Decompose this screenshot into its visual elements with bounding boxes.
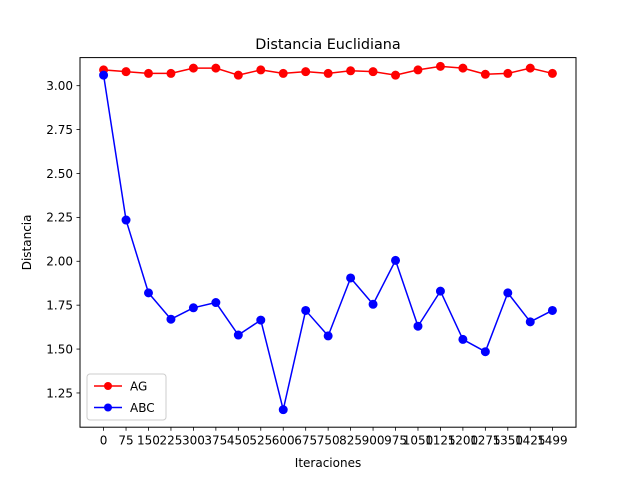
data-point-abc — [301, 305, 311, 315]
data-point-ag — [525, 63, 535, 73]
y-axis-label: Distancia — [20, 215, 34, 271]
y-tick-label: 2.75 — [46, 123, 73, 137]
data-point-abc — [121, 215, 131, 225]
x-tick-label: 300 — [182, 434, 205, 448]
x-tick-label: 1275 — [470, 434, 501, 448]
data-point-abc — [391, 255, 401, 265]
data-point-ag — [547, 68, 557, 78]
x-tick-label: 975 — [384, 434, 407, 448]
data-point-ag — [143, 68, 153, 78]
data-point-ag — [211, 63, 221, 73]
x-tick-label: 1499 — [537, 434, 568, 448]
data-point-ag — [256, 65, 266, 75]
data-point-abc — [435, 286, 445, 296]
data-point-ag — [435, 61, 445, 71]
data-point-ag — [413, 65, 423, 75]
data-point-abc — [188, 303, 198, 313]
y-tick-label: 2.50 — [46, 167, 73, 181]
legend-label-abc: ABC — [130, 401, 155, 415]
data-point-abc — [346, 273, 356, 283]
x-tick-label: 150 — [137, 434, 160, 448]
legend-label-ag: AG — [130, 379, 147, 393]
data-point-ag — [368, 67, 378, 77]
data-point-abc — [323, 331, 333, 341]
data-point-abc — [413, 321, 423, 331]
data-point-ag — [346, 66, 356, 76]
legend-item-abc: ABC — [94, 401, 155, 415]
legend: AG ABC — [86, 373, 167, 421]
x-tick-label: 1050 — [403, 434, 434, 448]
data-point-ag — [480, 69, 490, 79]
x-tick-label: 0 — [100, 434, 108, 448]
data-point-abc — [256, 315, 266, 325]
x-tick-label: 675 — [294, 434, 317, 448]
data-point-abc — [458, 334, 468, 344]
x-tick-label: 75 — [118, 434, 133, 448]
x-tick-label: 1200 — [448, 434, 479, 448]
data-point-abc — [503, 288, 513, 298]
data-point-ag — [188, 63, 198, 73]
data-point-abc — [525, 317, 535, 327]
x-tick-label: 225 — [159, 434, 182, 448]
data-point-abc — [143, 288, 153, 298]
x-tick-label: 1125 — [425, 434, 456, 448]
data-point-ag — [233, 70, 243, 80]
x-tick-label: 1425 — [515, 434, 546, 448]
x-tick-label: 1350 — [493, 434, 524, 448]
x-tick-label: 900 — [362, 434, 385, 448]
x-axis-label: Iteraciones — [295, 456, 361, 470]
y-tick-label: 1.50 — [46, 342, 73, 356]
y-tick-label: 2.00 — [46, 255, 73, 269]
x-tick-label: 525 — [249, 434, 272, 448]
data-point-ag — [121, 67, 131, 77]
data-point-abc — [233, 330, 243, 340]
y-tick-label: 1.25 — [46, 386, 73, 400]
data-point-abc — [368, 299, 378, 309]
y-tick-label: 3.00 — [46, 79, 73, 93]
data-point-abc — [278, 405, 288, 415]
x-tick-label: 375 — [204, 434, 227, 448]
data-point-abc — [211, 298, 221, 308]
y-tick-label: 1.75 — [46, 298, 73, 312]
data-point-ag — [323, 68, 333, 78]
legend-marker-ag — [104, 382, 112, 390]
data-point-abc — [547, 305, 557, 315]
data-point-ag — [278, 68, 288, 78]
series-layer — [99, 61, 557, 415]
legend-item-ag: AG — [94, 379, 147, 393]
chart-title: Distancia Euclidiana — [255, 37, 400, 53]
legend-marker-abc — [104, 403, 112, 412]
data-point-ag — [166, 68, 176, 78]
data-point-ag — [301, 67, 311, 77]
x-tick-label: 750 — [317, 434, 340, 448]
data-point-abc — [166, 314, 176, 324]
y-axis: 1.25 1.50 1.75 2.00 2.25 2.50 2.75 3.00 — [46, 79, 80, 400]
x-tick-label: 450 — [227, 434, 250, 448]
x-tick-label: 600 — [272, 434, 295, 448]
data-point-ag — [391, 70, 401, 80]
data-point-ag — [503, 68, 513, 78]
data-point-abc — [480, 347, 490, 357]
y-tick-label: 2.25 — [46, 211, 73, 225]
x-axis: 0 75 150 225 300 375 450 525 600 675 750 825 900 9751… — [100, 427, 568, 448]
x-tick-label: 825 — [339, 434, 362, 448]
data-point-ag — [458, 63, 468, 73]
series-abc — [99, 70, 557, 415]
data-point-abc — [99, 70, 109, 80]
